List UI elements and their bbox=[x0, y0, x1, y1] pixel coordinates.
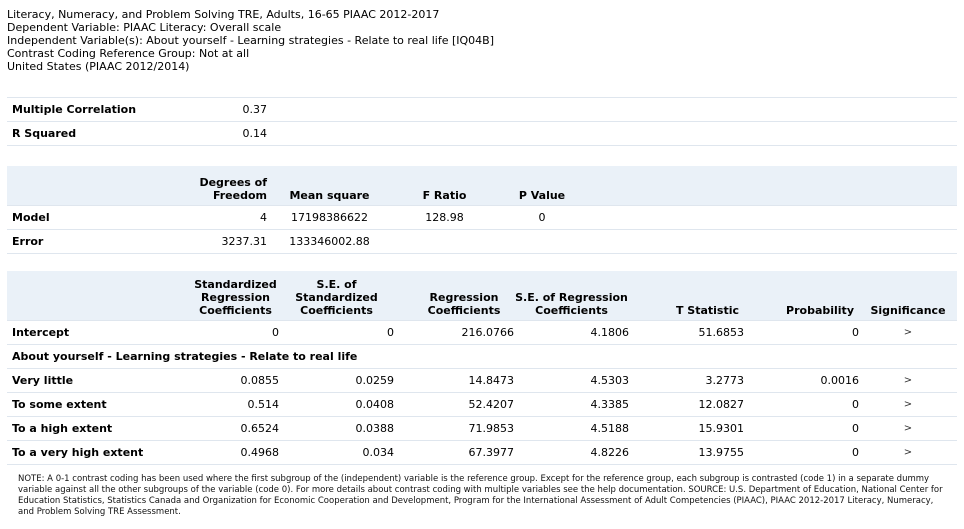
row-label: R Squared bbox=[7, 121, 192, 146]
column-header: S.E. of Regression Coefficients bbox=[514, 271, 629, 321]
cell-value: 0.034 bbox=[279, 440, 394, 465]
cell-value: 0 bbox=[744, 320, 859, 345]
section-row: About yourself - Learning strategies - R… bbox=[7, 344, 957, 369]
summary-table: Multiple Correlation 0.37 R Squared 0.14 bbox=[7, 97, 957, 146]
table-row: R Squared 0.14 bbox=[7, 121, 957, 146]
table-row: Model 4 17198386622 128.98 0 bbox=[7, 205, 957, 230]
cell-value: 0 bbox=[192, 320, 279, 345]
column-header: Significance bbox=[859, 271, 957, 321]
cell-value: 216.0766 bbox=[394, 320, 514, 345]
cell-value: 0.0388 bbox=[279, 416, 394, 441]
table-row: To a very high extent 0.4968 0.034 67.39… bbox=[7, 440, 957, 465]
cell-value: 4 bbox=[192, 205, 267, 230]
cell-value: 0.6524 bbox=[192, 416, 279, 441]
cell-value: 51.6853 bbox=[629, 320, 744, 345]
cell-value: 0 bbox=[744, 440, 859, 465]
cell-value: 4.3385 bbox=[514, 392, 629, 417]
cell-value: 4.5303 bbox=[514, 368, 629, 393]
column-header: Mean square bbox=[267, 166, 392, 206]
cell-value: 12.0827 bbox=[629, 392, 744, 417]
cell-value: 0.0259 bbox=[279, 368, 394, 393]
table-row: Multiple Correlation 0.37 bbox=[7, 97, 957, 122]
row-label: Intercept bbox=[7, 320, 192, 345]
cell-value: 52.4207 bbox=[394, 392, 514, 417]
column-header: T Statistic bbox=[629, 271, 744, 321]
column-header: Probability bbox=[744, 271, 859, 321]
cell-value: 4.1806 bbox=[514, 320, 629, 345]
cell-value: 14.8473 bbox=[394, 368, 514, 393]
cell-value bbox=[497, 229, 587, 254]
significance-link[interactable]: > bbox=[859, 416, 957, 441]
cell-value: 133346002.88 bbox=[267, 229, 392, 254]
cell-value: 4.5188 bbox=[514, 416, 629, 441]
cell-value: 0.514 bbox=[192, 392, 279, 417]
cell-value: 71.9853 bbox=[394, 416, 514, 441]
section-label: About yourself - Learning strategies - R… bbox=[7, 344, 957, 369]
table-row: To a high extent 0.6524 0.0388 71.9853 4… bbox=[7, 416, 957, 441]
report-header: Literacy, Numeracy, and Problem Solving … bbox=[7, 8, 494, 73]
table-row: Intercept 0 0 216.0766 4.1806 51.6853 0 … bbox=[7, 320, 957, 345]
column-header: Standardized Regression Coefficients bbox=[192, 271, 279, 321]
row-label: To some extent bbox=[7, 392, 192, 417]
cell-value: 0.4968 bbox=[192, 440, 279, 465]
cell-value: 15.9301 bbox=[629, 416, 744, 441]
column-header: S.E. of Standardized Coefficients bbox=[279, 271, 394, 321]
significance-link[interactable]: > bbox=[859, 440, 957, 465]
cell-value: 0.0855 bbox=[192, 368, 279, 393]
cell-value: 3237.31 bbox=[192, 229, 267, 254]
cell-value: 3.2773 bbox=[629, 368, 744, 393]
significance-link[interactable]: > bbox=[859, 368, 957, 393]
cell-value: 0 bbox=[279, 320, 394, 345]
anova-table: Degrees of Freedom Mean square F Ratio P… bbox=[7, 166, 957, 254]
column-header: Degrees of Freedom bbox=[192, 166, 267, 206]
table-row: Very little 0.0855 0.0259 14.8473 4.5303… bbox=[7, 368, 957, 393]
cell-value: 0.14 bbox=[192, 121, 267, 146]
cell-value: 13.9755 bbox=[629, 440, 744, 465]
row-label: To a high extent bbox=[7, 416, 192, 441]
column-header: F Ratio bbox=[392, 166, 497, 206]
table-row: To some extent 0.514 0.0408 52.4207 4.33… bbox=[7, 392, 957, 417]
row-label: To a very high extent bbox=[7, 440, 192, 465]
significance-link[interactable]: > bbox=[859, 392, 957, 417]
cell-value bbox=[392, 229, 497, 254]
cell-value: 0.0408 bbox=[279, 392, 394, 417]
reference-group: Contrast Coding Reference Group: Not at … bbox=[7, 47, 250, 60]
row-label: Very little bbox=[7, 368, 192, 393]
cell-value: 4.8226 bbox=[514, 440, 629, 465]
cell-value: 17198386622 bbox=[267, 205, 392, 230]
cell-value: 0 bbox=[497, 205, 587, 230]
significance-link[interactable]: > bbox=[859, 320, 957, 345]
cell-value: 67.3977 bbox=[394, 440, 514, 465]
cell-value: 0 bbox=[744, 392, 859, 417]
footnote: NOTE: A 0-1 contrast coding has been use… bbox=[18, 474, 943, 517]
dependent-variable: Dependent Variable: PIAAC Literacy: Over… bbox=[7, 21, 282, 34]
table-header-row: Standardized Regression Coefficients S.E… bbox=[7, 271, 957, 321]
row-label: Multiple Correlation bbox=[7, 97, 192, 122]
report-title: Literacy, Numeracy, and Problem Solving … bbox=[7, 8, 440, 21]
row-label: Error bbox=[7, 229, 192, 254]
table-row: Error 3237.31 133346002.88 bbox=[7, 229, 957, 254]
column-header: Regression Coefficients bbox=[394, 271, 514, 321]
cell-value: 0.0016 bbox=[744, 368, 859, 393]
coefficients-table: Standardized Regression Coefficients S.E… bbox=[7, 271, 957, 465]
column-header: P Value bbox=[497, 166, 587, 206]
independent-variable: Independent Variable(s): About yourself … bbox=[7, 34, 495, 47]
table-header-row: Degrees of Freedom Mean square F Ratio P… bbox=[7, 166, 957, 206]
cell-value: 0 bbox=[744, 416, 859, 441]
row-label: Model bbox=[7, 205, 192, 230]
cell-value: 0.37 bbox=[192, 97, 267, 122]
country: United States (PIAAC 2012/2014) bbox=[7, 60, 190, 73]
cell-value: 128.98 bbox=[392, 205, 497, 230]
